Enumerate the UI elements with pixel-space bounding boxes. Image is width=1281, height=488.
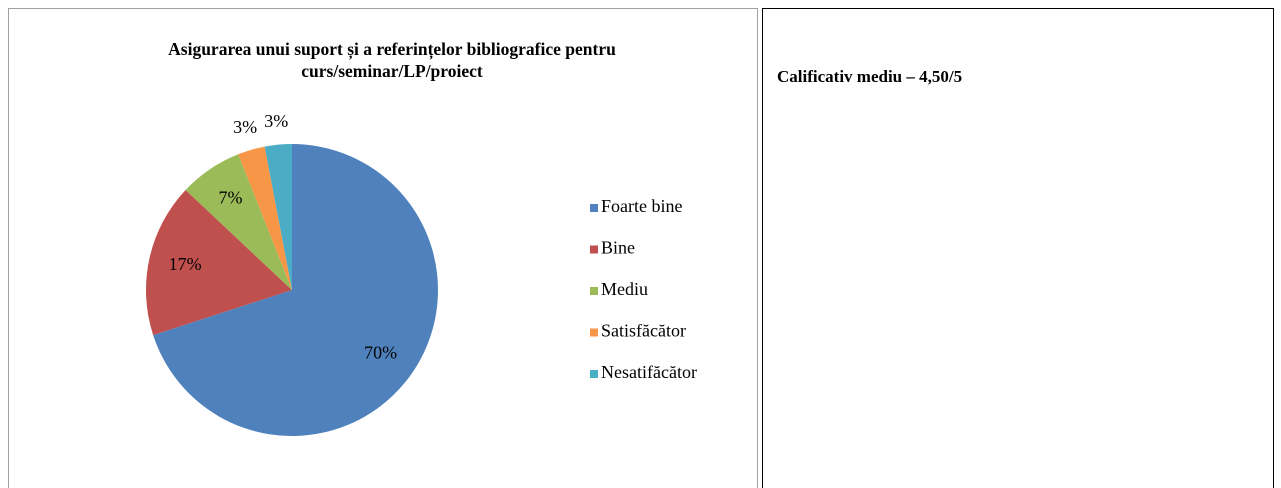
data-label: 3% <box>264 111 288 131</box>
data-label: 7% <box>218 188 242 208</box>
pie-slice <box>238 146 292 290</box>
pie-slice <box>185 154 292 290</box>
legend-swatch <box>590 204 598 212</box>
legend-label: Satisfăcător <box>601 321 686 341</box>
legend-swatch <box>590 370 598 378</box>
legend-swatch <box>590 328 598 337</box>
data-label: 70% <box>364 342 397 362</box>
legend-label: Foarte bine <box>601 196 682 216</box>
pie-slice <box>153 144 438 436</box>
average-rating: Calificativ mediu – 4,50/5 <box>777 67 963 86</box>
data-label: 17% <box>169 254 202 274</box>
legend-label: Mediu <box>601 279 648 299</box>
legend-swatch <box>590 287 598 295</box>
legend-label: Bine <box>601 238 635 258</box>
legend-swatch <box>590 245 598 254</box>
pie-slice <box>264 144 292 290</box>
pie-slice <box>146 190 292 336</box>
data-label: 3% <box>233 117 257 137</box>
legend-label: Nesatifăcător <box>601 362 697 382</box>
chart-cell: Asigurarea unui suport și a referințelor… <box>8 8 758 488</box>
chart-title: Asigurarea unui suport și a referințelor… <box>168 39 616 81</box>
text-cell: Calificativ mediu – 4,50/5 <box>762 8 1274 488</box>
